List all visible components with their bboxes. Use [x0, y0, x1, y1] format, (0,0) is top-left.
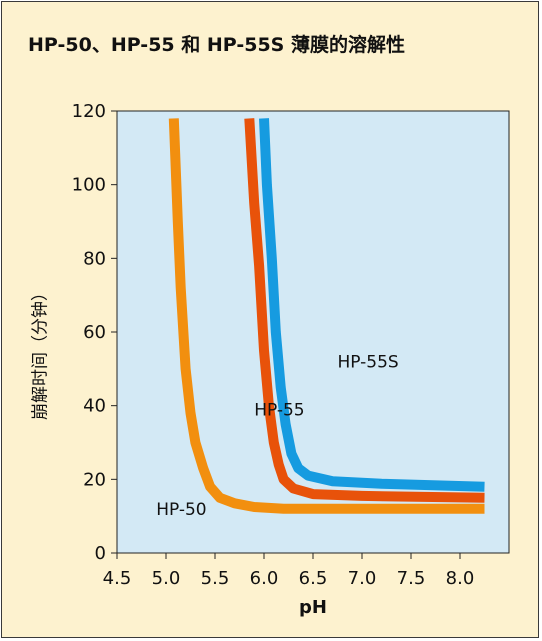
series-label-hp-50: HP-50 — [156, 500, 206, 520]
x-tick-label: 5.5 — [201, 568, 230, 589]
y-tick-label: 0 — [95, 543, 106, 564]
series-line-hp-55s — [259, 118, 485, 492]
chart-title: HP-50、HP-55 和 HP-55S 薄膜的溶解性 — [28, 34, 405, 56]
x-axis: 4.5 5.0 5.5 6.0 6.5 7.0 7.5 8.0 — [103, 553, 475, 589]
series-label-hp-55s: HP-55S — [338, 352, 399, 372]
series-line-hp-50 — [168, 118, 485, 514]
series-line-hp-55 — [244, 118, 485, 503]
series-label-hp-55: HP-55 — [254, 400, 304, 420]
x-tick-label: 5.0 — [152, 568, 181, 589]
x-tick-label: 6.0 — [250, 568, 279, 589]
series-layer — [168, 118, 485, 514]
y-tick-label: 120 — [72, 101, 106, 122]
y-tick-label: 100 — [72, 175, 106, 196]
x-axis-label: pH — [299, 597, 327, 618]
y-axis: 0 20 40 60 80 100 120 — [72, 101, 117, 564]
y-tick-label: 40 — [83, 396, 106, 417]
y-tick-label: 80 — [83, 248, 106, 269]
x-tick-label: 4.5 — [103, 568, 132, 589]
x-tick-label: 7.5 — [397, 568, 426, 589]
x-tick-label: 8.0 — [446, 568, 475, 589]
x-tick-label: 6.5 — [299, 568, 328, 589]
x-tick-label: 7.0 — [348, 568, 377, 589]
series-labels: HP-50 HP-55 HP-55S — [156, 352, 399, 519]
y-tick-label: 60 — [83, 322, 106, 343]
y-tick-label: 20 — [83, 469, 106, 490]
